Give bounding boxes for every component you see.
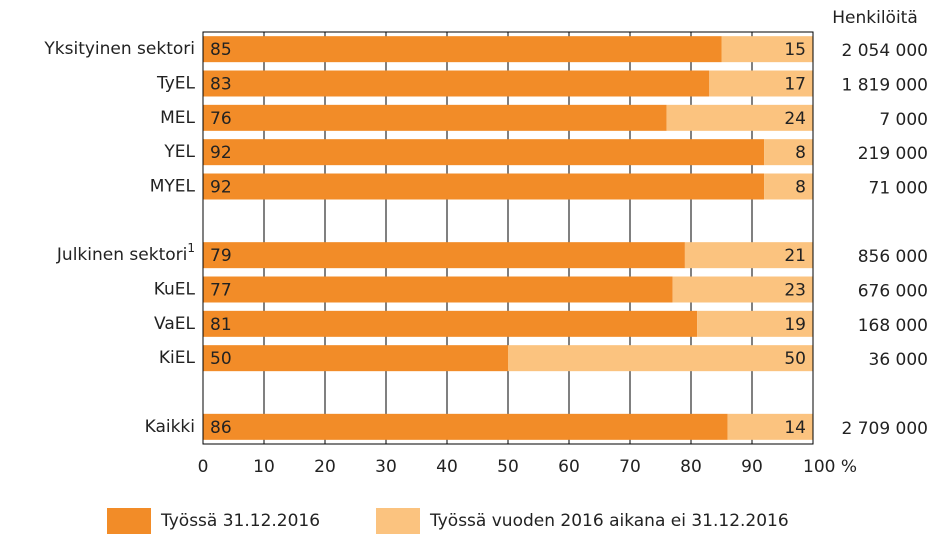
bar-segment <box>684 242 813 269</box>
y-tick-label: TyEL <box>156 74 196 94</box>
x-tick-label: 80 <box>680 457 702 477</box>
y-tick-label: MEL <box>160 108 195 128</box>
bar-segment <box>203 276 673 303</box>
x-tick-label: 0 <box>198 457 209 477</box>
bar-segment <box>727 413 813 440</box>
persons-value: 168 000 <box>858 316 928 336</box>
y-tick-label: Yksityinen sektori <box>43 39 195 59</box>
legend-swatch <box>107 508 151 534</box>
x-tick-label: 10 <box>253 457 275 477</box>
data-label: 8 <box>795 143 806 163</box>
legend-swatch <box>376 508 420 534</box>
data-label: 15 <box>784 40 806 60</box>
x-tick-label: 60 <box>558 457 580 477</box>
data-label: 86 <box>210 418 232 438</box>
data-label: 19 <box>784 315 806 335</box>
y-tick-label: KuEL <box>154 280 196 300</box>
data-label: 79 <box>210 246 232 266</box>
y-tick-label: KiEL <box>159 348 196 368</box>
x-tick-label: 100 % <box>803 457 857 477</box>
x-tick-label: 20 <box>314 457 336 477</box>
category-label: MYEL <box>150 177 196 197</box>
bar-segment <box>666 104 813 131</box>
data-label: 81 <box>210 315 232 335</box>
y-tick-label: Kaikki <box>145 417 195 437</box>
persons-value: 2 054 000 <box>841 41 928 61</box>
bar-segment <box>508 345 813 372</box>
bar-segment <box>203 139 765 166</box>
y-tick-label: MYEL <box>150 177 196 197</box>
data-label: 17 <box>784 75 806 95</box>
category-label: MEL <box>160 108 195 128</box>
category-label: TyEL <box>156 74 196 94</box>
legend-label: Työssä 31.12.2016 <box>160 511 320 531</box>
bar-segment <box>203 413 728 440</box>
persons-value: 7 000 <box>879 110 928 130</box>
category-label: Yksityinen sektori <box>43 39 195 59</box>
bar-segment <box>203 242 685 269</box>
bar-segment <box>203 36 722 63</box>
persons-value: 1 819 000 <box>841 76 928 96</box>
data-label: 50 <box>210 349 232 369</box>
y-tick-label: VaEL <box>154 314 195 334</box>
persons-value: 856 000 <box>858 247 928 267</box>
data-label: 85 <box>210 40 232 60</box>
data-label: 92 <box>210 178 232 198</box>
data-label: 8 <box>795 178 806 198</box>
bar-segment <box>203 173 765 200</box>
persons-title: Henkilöitä <box>832 8 918 28</box>
category-label: VaEL <box>154 314 195 334</box>
category-label: KuEL <box>154 280 196 300</box>
data-label: 14 <box>784 418 806 438</box>
category-label: Julkinen sektori <box>56 245 187 265</box>
data-label: 77 <box>210 281 232 301</box>
x-tick-label: 50 <box>497 457 519 477</box>
bar-segment <box>672 276 813 303</box>
persons-value: 219 000 <box>858 144 928 164</box>
bar-segment <box>203 70 710 97</box>
data-label: 50 <box>784 349 806 369</box>
bar-segment <box>709 70 813 97</box>
bar-segment <box>203 345 508 372</box>
bar-segment <box>203 310 698 337</box>
data-label: 92 <box>210 143 232 163</box>
x-tick-label: 30 <box>375 457 397 477</box>
persons-value: 71 000 <box>869 179 928 199</box>
x-tick-label: 70 <box>619 457 641 477</box>
category-superscript: 1 <box>187 241 195 255</box>
plot-frame <box>202 31 814 445</box>
category-label: YEL <box>163 142 195 162</box>
data-label: 23 <box>784 281 806 301</box>
legend-label: Työssä vuoden 2016 aikana ei 31.12.2016 <box>429 511 789 531</box>
x-tick-label: 90 <box>741 457 763 477</box>
persons-value: 36 000 <box>869 350 928 370</box>
bar-segment <box>697 310 813 337</box>
bar-segment <box>721 36 813 63</box>
y-tick-label: YEL <box>163 142 195 162</box>
bar-segment <box>764 139 813 166</box>
y-tick-label: Julkinen sektori1 <box>56 241 195 266</box>
data-label: 24 <box>784 109 806 129</box>
bar-segment <box>203 104 667 131</box>
persons-value: 676 000 <box>858 282 928 302</box>
category-label: KiEL <box>159 348 196 368</box>
data-label: 83 <box>210 75 232 95</box>
category-label: Kaikki <box>145 417 195 437</box>
persons-value: 2 709 000 <box>841 419 928 439</box>
bar-segment <box>764 173 813 200</box>
data-label: 76 <box>210 109 232 129</box>
x-tick-label: 40 <box>436 457 458 477</box>
data-label: 21 <box>784 246 806 266</box>
